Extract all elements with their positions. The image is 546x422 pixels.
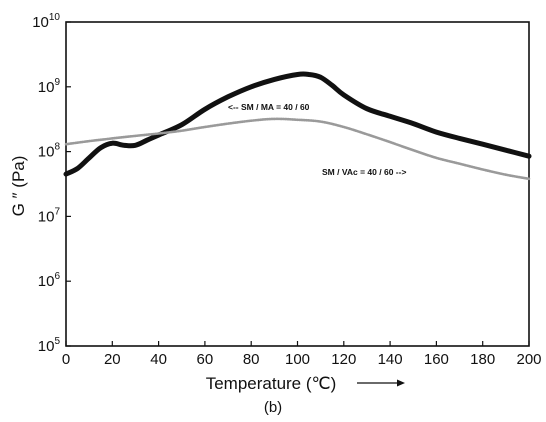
y-tick-labels: 105 106 107 108 109 1010 [32, 12, 60, 355]
tick-marks [65, 21, 530, 347]
x-axis-title: Temperature (℃) [206, 374, 337, 393]
x-axis-arrow [357, 379, 405, 387]
plot-frame [65, 21, 530, 347]
y-tick-label: 107 [38, 206, 61, 225]
series-line-0 [63, 71, 532, 177]
x-tick-label: 0 [62, 351, 70, 368]
series-label-sm-ma: <-- SM / MA = 40 / 60 [228, 102, 310, 112]
x-tick-label: 180 [470, 351, 495, 368]
x-tick-label: 160 [424, 351, 449, 368]
x-tick-label: 140 [378, 351, 403, 368]
x-tick-label: 60 [197, 351, 214, 368]
x-tick-label: 80 [243, 351, 260, 368]
y-axis-title: G ″ (Pa) [9, 156, 28, 217]
x-tick-label: 120 [331, 351, 356, 368]
x-tick-label: 40 [150, 351, 167, 368]
y-tick-label: 106 [38, 271, 61, 290]
y-tick-label: 105 [38, 336, 61, 355]
x-tick-label: 200 [516, 351, 541, 368]
x-tick-labels: 0 20 40 60 80 100 120 140 160 180 200 [62, 351, 542, 368]
y-tick-label: 108 [38, 142, 61, 161]
y-tick-label: 109 [38, 77, 61, 96]
series-layer [63, 71, 532, 181]
series-line-1 [64, 117, 531, 181]
series-label-sm-vac: SM / VAc = 40 / 60 --> [322, 167, 406, 177]
y-tick-label: 1010 [32, 12, 60, 31]
figure-caption: (b) [264, 399, 282, 416]
x-tick-label: 100 [285, 351, 310, 368]
x-tick-label: 20 [104, 351, 121, 368]
